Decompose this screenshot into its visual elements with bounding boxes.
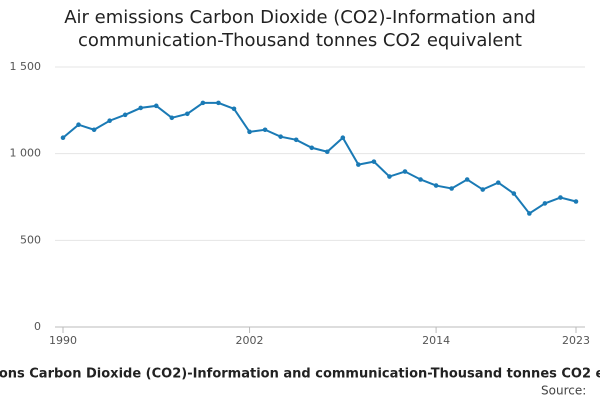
y-tick-label: 0 bbox=[34, 320, 41, 333]
point bbox=[247, 129, 252, 135]
y-tick-label: 1 500 bbox=[10, 60, 42, 73]
point bbox=[278, 134, 283, 139]
point bbox=[91, 127, 97, 133]
point bbox=[138, 105, 144, 111]
point bbox=[464, 177, 470, 182]
point bbox=[122, 112, 128, 118]
point bbox=[356, 162, 361, 167]
point bbox=[169, 115, 175, 121]
point bbox=[449, 186, 454, 191]
point bbox=[418, 177, 423, 182]
x-tick-label: 1990 bbox=[49, 334, 77, 347]
point bbox=[433, 183, 439, 188]
point bbox=[262, 127, 268, 133]
y-tick-label: 500 bbox=[20, 233, 41, 246]
point bbox=[185, 111, 190, 117]
point bbox=[107, 118, 112, 124]
point bbox=[153, 103, 159, 109]
point bbox=[324, 149, 330, 155]
point bbox=[527, 211, 532, 216]
x-tick-label: 2002 bbox=[236, 334, 264, 347]
point bbox=[76, 122, 81, 128]
point bbox=[371, 159, 377, 164]
point bbox=[293, 137, 299, 143]
point bbox=[387, 174, 392, 179]
point bbox=[231, 106, 237, 112]
point bbox=[573, 199, 579, 204]
point bbox=[309, 145, 315, 151]
caption: Air emissions Carbon Dioxide (CO2)-Infor… bbox=[0, 367, 600, 382]
point bbox=[216, 100, 221, 106]
point bbox=[542, 201, 548, 206]
series-line bbox=[62, 101, 577, 215]
point bbox=[495, 180, 501, 185]
point bbox=[511, 191, 517, 196]
point bbox=[402, 169, 408, 174]
x-tick-label: 2014 bbox=[422, 334, 450, 347]
chart-title: Air emissions Carbon Dioxide (CO2)-Infor… bbox=[64, 7, 536, 51]
point bbox=[480, 187, 486, 192]
point bbox=[60, 135, 66, 141]
source: Source: bbox=[541, 384, 586, 398]
point bbox=[340, 135, 346, 141]
x-tick-label: 2023 bbox=[562, 334, 590, 347]
point bbox=[200, 100, 206, 106]
y-tick-label: 1 000 bbox=[10, 147, 42, 160]
point bbox=[558, 195, 563, 200]
